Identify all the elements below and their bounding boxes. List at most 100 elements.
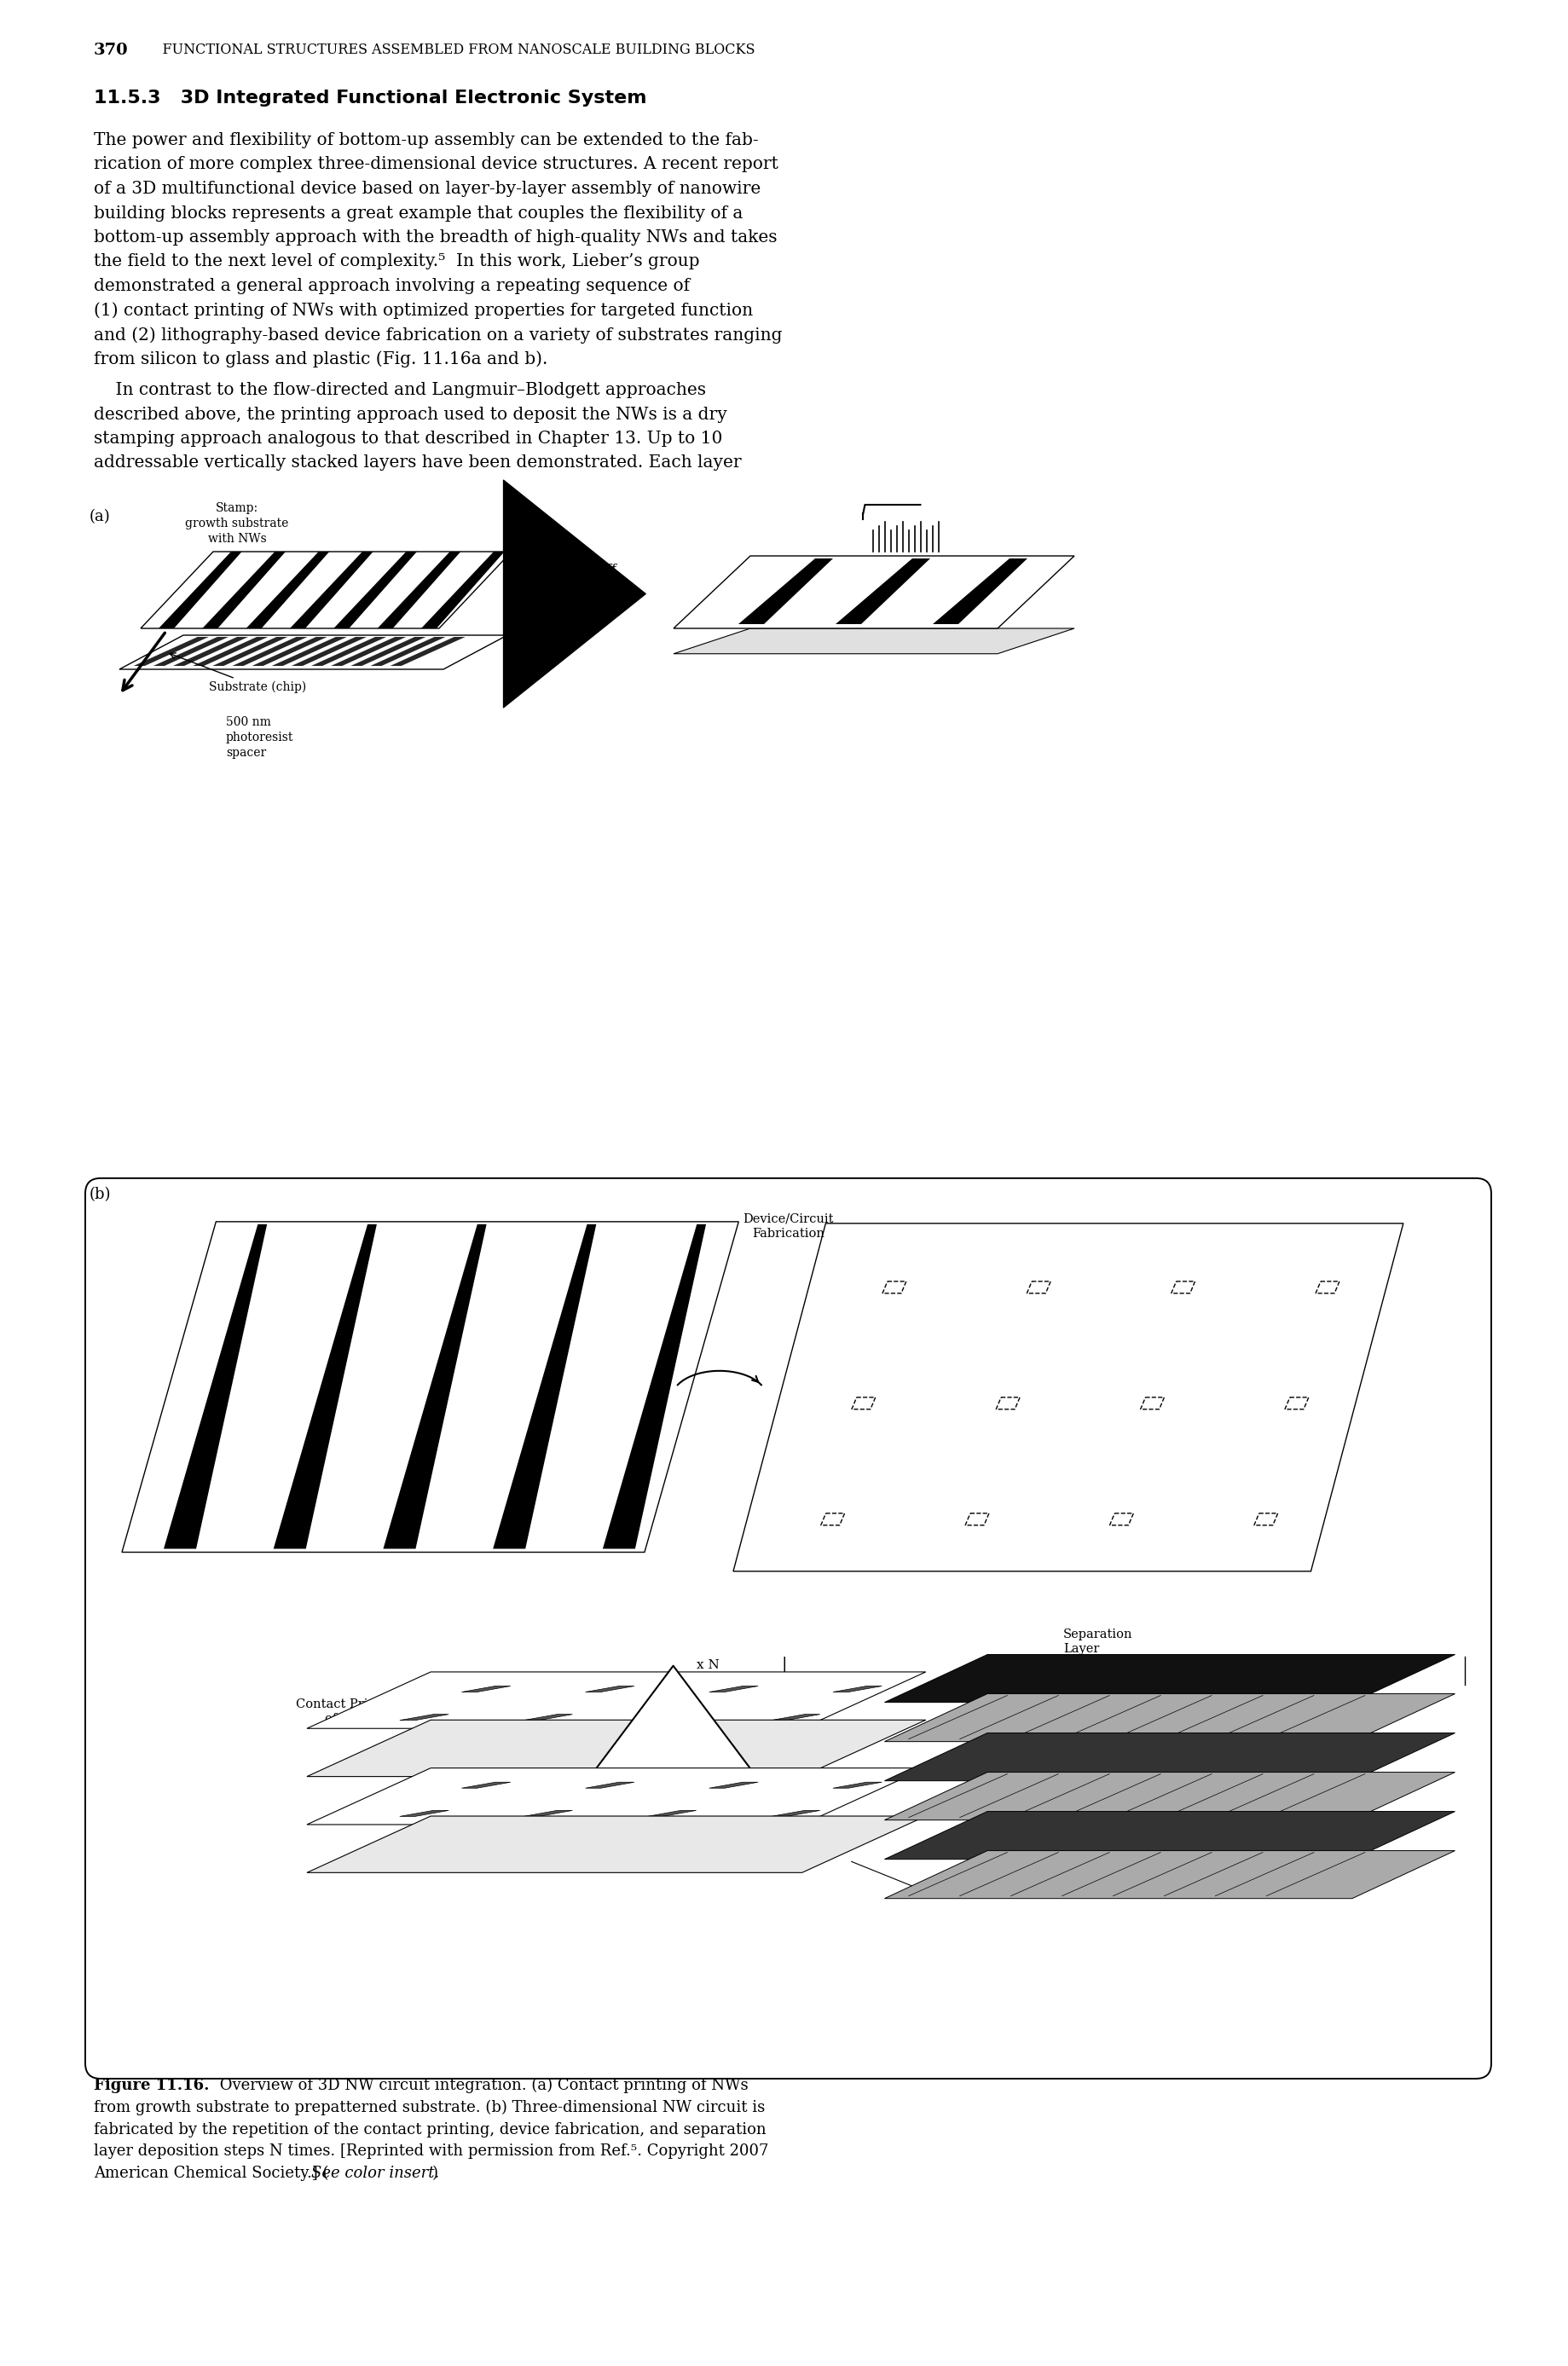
Polygon shape [334,551,417,629]
Polygon shape [833,1782,881,1789]
Text: 500 nm
photoresist
spacer: 500 nm photoresist spacer [226,717,293,759]
Polygon shape [119,634,508,670]
Polygon shape [154,636,229,665]
Text: described above, the printing approach used to deposit the NWs is a dry: described above, the printing approach u… [94,407,728,424]
Text: Figure 11.16.: Figure 11.16. [94,2077,209,2094]
Text: The power and flexibility of bottom-up assembly can be extended to the fab-: The power and flexibility of bottom-up a… [94,132,759,149]
Text: rication of more complex three-dimensional device structures. A recent report: rication of more complex three-dimension… [94,156,778,173]
Polygon shape [884,1654,1455,1704]
Polygon shape [884,1850,1455,1898]
Text: from silicon to glass and plastic (Fig. 11.16a and b).: from silicon to glass and plastic (Fig. … [94,350,547,367]
Text: Separation
Layer: Separation Layer [1063,1628,1132,1656]
Polygon shape [202,551,285,629]
Polygon shape [141,551,511,629]
Text: building blocks represents a great example that couples the flexibility of a: building blocks represents a great examp… [94,206,743,222]
Polygon shape [390,636,466,665]
Text: (1) contact printing of NWs with optimized properties for targeted function: (1) contact printing of NWs with optimiz… [94,303,753,319]
Polygon shape [933,558,1027,625]
Polygon shape [524,1810,572,1817]
Polygon shape [246,551,329,629]
Polygon shape [884,1812,1455,1860]
FancyBboxPatch shape [85,1178,1491,2080]
Polygon shape [461,1782,511,1789]
Text: Substrate (chip): Substrate (chip) [169,653,306,693]
Text: 370: 370 [94,43,129,59]
Polygon shape [193,636,268,665]
Polygon shape [461,1687,511,1692]
Text: (b): (b) [89,1188,111,1202]
Polygon shape [158,551,241,629]
Text: See color insert.: See color insert. [310,2165,439,2181]
Polygon shape [213,636,287,665]
Polygon shape [524,1715,572,1720]
Polygon shape [378,551,461,629]
Polygon shape [271,636,347,665]
Text: addressable vertically stacked layers have been demonstrated. Each layer: addressable vertically stacked layers ha… [94,454,742,471]
Text: FUNCTIONAL STRUCTURES ASSEMBLED FROM NANOSCALE BUILDING BLOCKS: FUNCTIONAL STRUCTURES ASSEMBLED FROM NAN… [144,43,756,57]
Polygon shape [351,636,426,665]
Text: |: | [781,1656,787,1673]
Polygon shape [771,1715,820,1720]
Polygon shape [836,558,930,625]
Text: x N
iteration: x N iteration [696,1659,753,1687]
Text: stamping approach analogous to that described in Chapter 13. Up to 10: stamping approach analogous to that desc… [94,431,723,447]
Polygon shape [648,1715,696,1720]
Text: ): ) [433,2165,437,2181]
Text: fabricated by the repetition of the contact printing, device fabrication, and se: fabricated by the repetition of the cont… [94,2122,767,2136]
Polygon shape [307,1767,925,1824]
Polygon shape [884,1732,1455,1782]
Polygon shape [734,1223,1403,1571]
Polygon shape [172,636,248,665]
Polygon shape [602,1223,706,1550]
Text: the field to the next level of complexity.⁵  In this work, Lieber’s group: the field to the next level of complexit… [94,253,699,270]
Polygon shape [400,1715,448,1720]
Polygon shape [422,551,505,629]
Polygon shape [884,1772,1455,1819]
Text: Contact Printing
of NWs: Contact Printing of NWs [295,1699,401,1725]
Polygon shape [312,636,386,665]
Text: (a): (a) [89,509,111,525]
Text: of a 3D multifunctional device based on layer-by-layer assembly of nanowire: of a 3D multifunctional device based on … [94,180,760,196]
Polygon shape [674,629,1074,653]
Polygon shape [771,1810,820,1817]
Text: demonstrated a general approach involving a repeating sequence of: demonstrated a general approach involvin… [94,277,690,293]
FancyArrowPatch shape [503,480,646,707]
FancyArrowPatch shape [546,1666,801,1836]
Polygon shape [163,1223,267,1550]
Polygon shape [585,1782,635,1789]
Polygon shape [292,636,367,665]
Polygon shape [370,636,445,665]
Polygon shape [400,1810,448,1817]
Polygon shape [290,551,373,629]
Polygon shape [648,1810,696,1817]
Polygon shape [709,1782,759,1789]
Polygon shape [252,636,328,665]
Text: In contrast to the flow-directed and Langmuir–Blodgett approaches: In contrast to the flow-directed and Lan… [94,381,706,397]
Polygon shape [383,1223,486,1550]
Polygon shape [833,1687,881,1692]
Polygon shape [307,1720,925,1777]
Text: Stamp:
growth substrate
with NWs: Stamp: growth substrate with NWs [185,502,289,544]
Polygon shape [674,556,1074,629]
Text: from growth substrate to prepatterned substrate. (b) Three-dimensional NW circui: from growth substrate to prepatterned su… [94,2099,765,2115]
Polygon shape [232,636,307,665]
Text: American Chemical Society.] (: American Chemical Society.] ( [94,2165,329,2181]
Polygon shape [307,1673,925,1730]
Polygon shape [739,558,833,625]
Polygon shape [331,636,406,665]
Polygon shape [492,1223,596,1550]
Polygon shape [122,1221,739,1552]
Polygon shape [133,636,209,665]
Text: lift-off: lift-off [577,563,616,575]
Polygon shape [307,1817,925,1872]
Polygon shape [585,1687,635,1692]
Text: bottom-up assembly approach with the breadth of high-quality NWs and takes: bottom-up assembly approach with the bre… [94,230,778,246]
Text: 11.5.3   3D Integrated Functional Electronic System: 11.5.3 3D Integrated Functional Electron… [94,90,646,106]
Polygon shape [273,1223,376,1550]
Text: Device/Circuit
Fabrication: Device/Circuit Fabrication [743,1214,834,1240]
Text: and (2) lithography-based device fabrication on a variety of substrates ranging: and (2) lithography-based device fabrica… [94,327,782,343]
Polygon shape [884,1694,1455,1741]
Text: layer deposition steps Ν times. [Reprinted with permission from Ref.⁵. Copyright: layer deposition steps Ν times. [Reprint… [94,2144,768,2160]
Text: Overview of 3D NW circuit integration. (a) Contact printing of NWs: Overview of 3D NW circuit integration. (… [215,2077,748,2094]
Polygon shape [709,1687,759,1692]
